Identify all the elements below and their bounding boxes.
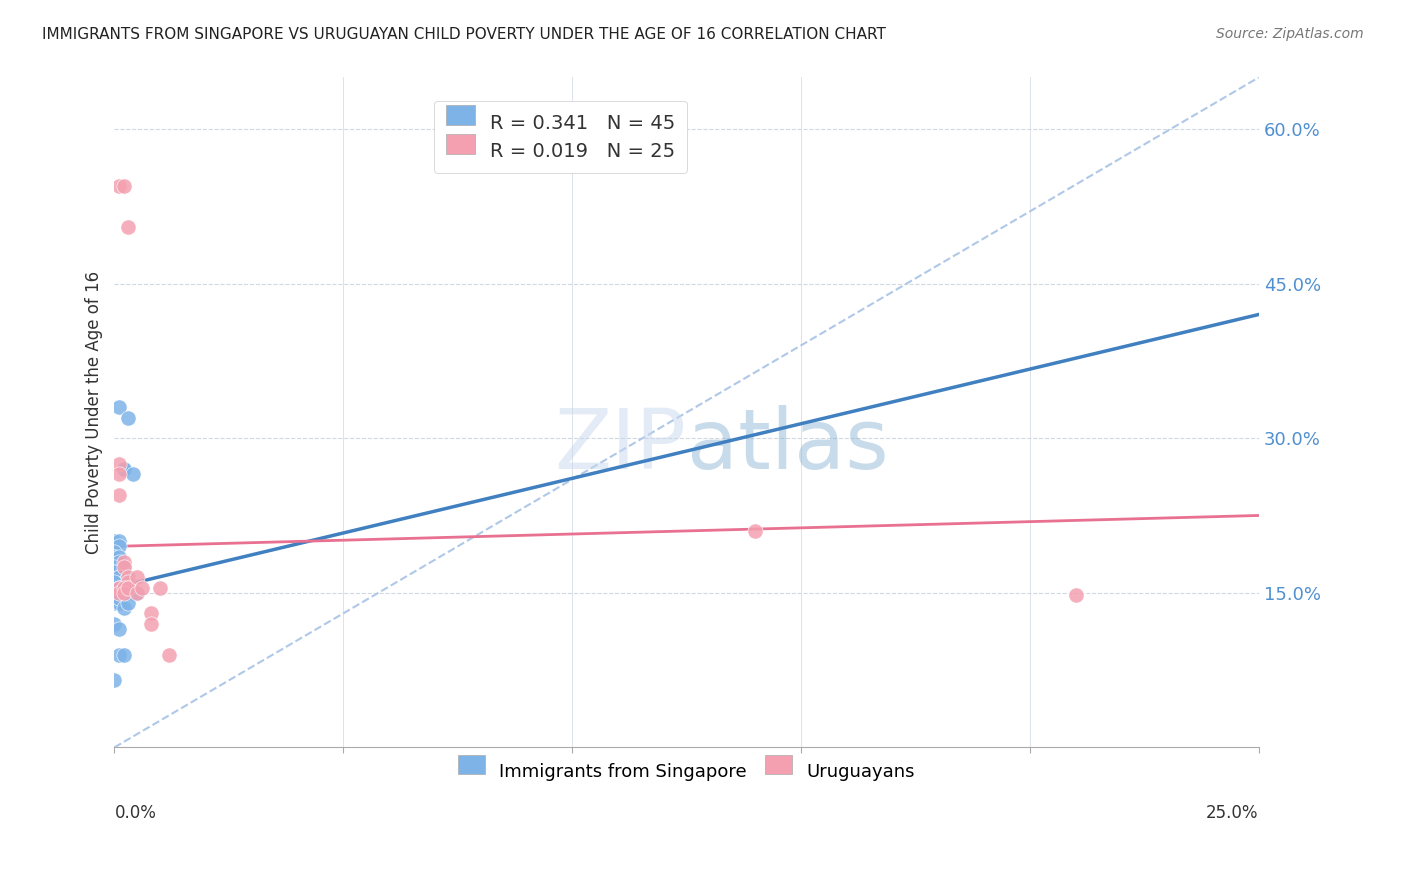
Point xyxy=(112,575,135,590)
Text: 0.0%: 0.0% xyxy=(114,804,156,822)
Point xyxy=(103,591,125,605)
Point xyxy=(121,586,143,600)
Point xyxy=(103,581,125,595)
Point xyxy=(117,581,139,595)
Text: atlas: atlas xyxy=(686,405,889,486)
Point xyxy=(112,555,135,569)
Point xyxy=(108,534,131,549)
Point xyxy=(112,560,135,574)
Point xyxy=(112,178,135,193)
Point xyxy=(117,570,139,584)
Point xyxy=(108,457,131,471)
Point xyxy=(112,581,135,595)
Point xyxy=(1064,588,1087,602)
Point xyxy=(117,596,139,610)
Point xyxy=(108,570,131,584)
Point xyxy=(112,586,135,600)
Point xyxy=(108,401,131,415)
Text: Source: ZipAtlas.com: Source: ZipAtlas.com xyxy=(1216,27,1364,41)
Point xyxy=(112,462,135,476)
Point xyxy=(139,607,162,621)
Point xyxy=(108,549,131,564)
Point xyxy=(112,586,135,600)
Point xyxy=(103,560,125,574)
Point xyxy=(103,544,125,558)
Text: 25.0%: 25.0% xyxy=(1206,804,1258,822)
Point xyxy=(117,570,139,584)
Point xyxy=(108,622,131,636)
Point xyxy=(157,648,180,662)
Point xyxy=(127,586,149,600)
Point xyxy=(108,581,131,595)
Point xyxy=(117,410,139,425)
Point xyxy=(108,575,131,590)
Point xyxy=(149,581,172,595)
Point xyxy=(103,581,125,595)
Point xyxy=(103,549,125,564)
Point xyxy=(108,178,131,193)
Point xyxy=(103,565,125,579)
Point xyxy=(103,565,125,579)
Point xyxy=(117,586,139,600)
Point xyxy=(117,581,139,595)
Point xyxy=(112,560,135,574)
Point xyxy=(117,575,139,590)
Point xyxy=(108,596,131,610)
Point xyxy=(117,219,139,234)
Point xyxy=(108,570,131,584)
Text: ZIP: ZIP xyxy=(555,405,686,486)
Point xyxy=(108,488,131,502)
Legend: Immigrants from Singapore, Uruguayans: Immigrants from Singapore, Uruguayans xyxy=(447,751,927,792)
Point xyxy=(103,616,125,631)
Point xyxy=(103,575,125,590)
Point xyxy=(108,467,131,482)
Y-axis label: Child Poverty Under the Age of 16: Child Poverty Under the Age of 16 xyxy=(86,271,103,554)
Point xyxy=(103,549,125,564)
Text: IMMIGRANTS FROM SINGAPORE VS URUGUAYAN CHILD POVERTY UNDER THE AGE OF 16 CORRELA: IMMIGRANTS FROM SINGAPORE VS URUGUAYAN C… xyxy=(42,27,886,42)
Point xyxy=(103,596,125,610)
Point xyxy=(112,581,135,595)
Point xyxy=(112,560,135,574)
Point xyxy=(139,616,162,631)
Point xyxy=(112,462,135,476)
Point xyxy=(127,570,149,584)
Point xyxy=(108,581,131,595)
Point xyxy=(127,586,149,600)
Point xyxy=(108,648,131,662)
Point xyxy=(112,648,135,662)
Point xyxy=(108,591,131,605)
Point xyxy=(108,540,131,554)
Point xyxy=(108,586,131,600)
Point xyxy=(108,555,131,569)
Point xyxy=(112,601,135,615)
Point xyxy=(108,581,131,595)
Point xyxy=(744,524,766,538)
Point xyxy=(103,673,125,688)
Point xyxy=(103,534,125,549)
Point xyxy=(121,467,143,482)
Point xyxy=(131,581,153,595)
Point xyxy=(117,581,139,595)
